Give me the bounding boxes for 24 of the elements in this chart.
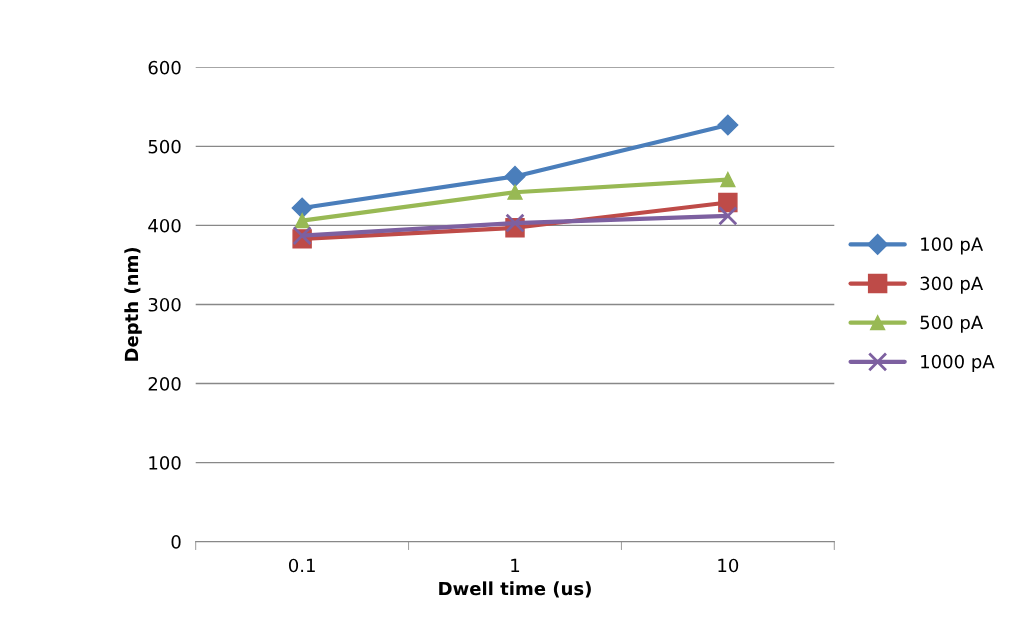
legend-label: 300 pA <box>920 276 984 294</box>
point <box>718 206 738 226</box>
legend-label: 100 pA <box>921 237 984 255</box>
point <box>507 184 523 200</box>
y-axis-title: Depth (nm) <box>124 247 142 361</box>
point <box>718 192 738 213</box>
legend-label: 1000 pA <box>921 354 995 372</box>
y-tick-label: 300 <box>148 297 181 312</box>
x-tick-label: 0.1 <box>288 558 315 573</box>
point <box>504 165 526 187</box>
x-tick-label: 10 <box>718 558 739 573</box>
x-tick-label: 1 <box>511 558 520 573</box>
y-tick-label: 100 <box>149 456 181 470</box>
legend-label: 500 pA <box>920 315 984 333</box>
x-axis-title: Dwell time (us) <box>439 581 591 598</box>
y-tick-label: 600 <box>148 60 181 75</box>
point <box>294 213 310 229</box>
y-tick-label: 400 <box>148 218 181 233</box>
point <box>717 114 739 136</box>
point <box>505 213 525 233</box>
point <box>720 171 736 188</box>
y-tick-label: 500 <box>148 139 181 154</box>
y-tick-label: 0 <box>171 535 181 549</box>
y-tick-label: 200 <box>148 376 181 391</box>
